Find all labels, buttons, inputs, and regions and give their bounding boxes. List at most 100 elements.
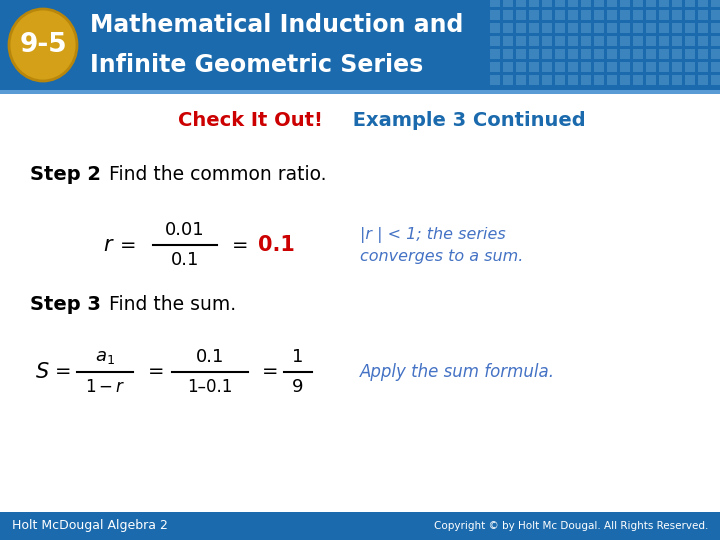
- Bar: [698, 62, 708, 72]
- Text: Example 3 Continued: Example 3 Continued: [346, 111, 585, 130]
- Bar: [672, 23, 682, 33]
- Bar: [633, 0, 643, 7]
- Bar: [542, 62, 552, 72]
- Bar: [659, 75, 669, 85]
- Bar: [685, 75, 695, 85]
- Bar: [555, 36, 565, 46]
- Bar: [685, 23, 695, 33]
- Bar: [607, 75, 617, 85]
- Bar: [0, 90, 720, 94]
- Bar: [594, 0, 604, 7]
- Bar: [581, 10, 591, 20]
- Bar: [685, 62, 695, 72]
- Bar: [516, 36, 526, 46]
- Text: Check It Out!: Check It Out!: [178, 111, 323, 130]
- Text: Find the common ratio.: Find the common ratio.: [103, 165, 326, 185]
- Text: 1: 1: [292, 348, 304, 366]
- Bar: [659, 49, 669, 59]
- Bar: [555, 49, 565, 59]
- Bar: [542, 49, 552, 59]
- Bar: [516, 0, 526, 7]
- Bar: [490, 0, 500, 7]
- Bar: [698, 49, 708, 59]
- Text: $a_1$: $a_1$: [95, 348, 115, 366]
- Text: 0.1: 0.1: [196, 348, 224, 366]
- Bar: [620, 10, 630, 20]
- Bar: [0, 90, 720, 512]
- Bar: [503, 75, 513, 85]
- Bar: [711, 75, 720, 85]
- Text: Apply the sum formula.: Apply the sum formula.: [360, 363, 555, 381]
- Text: 9-5: 9-5: [19, 32, 67, 58]
- Bar: [568, 62, 578, 72]
- Bar: [607, 10, 617, 20]
- Text: 0.01: 0.01: [165, 221, 204, 239]
- Bar: [542, 0, 552, 7]
- Bar: [607, 62, 617, 72]
- Bar: [594, 62, 604, 72]
- Text: Step 3: Step 3: [30, 295, 101, 314]
- Bar: [0, 0, 720, 90]
- Bar: [490, 62, 500, 72]
- Bar: [685, 10, 695, 20]
- Text: =: =: [232, 235, 248, 254]
- Bar: [711, 23, 720, 33]
- Text: Copyright © by Holt Mc Dougal. All Rights Reserved.: Copyright © by Holt Mc Dougal. All Right…: [433, 521, 708, 531]
- Bar: [594, 10, 604, 20]
- Bar: [542, 23, 552, 33]
- Bar: [581, 75, 591, 85]
- Bar: [542, 10, 552, 20]
- Bar: [490, 23, 500, 33]
- Bar: [516, 23, 526, 33]
- Bar: [711, 10, 720, 20]
- Text: 0.1: 0.1: [258, 235, 295, 255]
- Bar: [711, 62, 720, 72]
- Ellipse shape: [9, 9, 77, 81]
- Bar: [490, 49, 500, 59]
- Bar: [581, 36, 591, 46]
- Bar: [685, 49, 695, 59]
- Bar: [490, 10, 500, 20]
- Bar: [711, 49, 720, 59]
- Bar: [607, 0, 617, 7]
- Bar: [646, 0, 656, 7]
- Bar: [542, 36, 552, 46]
- Bar: [633, 10, 643, 20]
- Bar: [490, 75, 500, 85]
- Bar: [568, 75, 578, 85]
- Bar: [503, 10, 513, 20]
- Bar: [594, 75, 604, 85]
- Bar: [529, 10, 539, 20]
- Bar: [672, 36, 682, 46]
- Bar: [490, 36, 500, 46]
- Bar: [503, 36, 513, 46]
- Text: 0.1: 0.1: [171, 251, 199, 269]
- Bar: [529, 0, 539, 7]
- Text: converges to a sum.: converges to a sum.: [360, 249, 523, 265]
- Bar: [711, 36, 720, 46]
- Bar: [646, 62, 656, 72]
- Bar: [581, 62, 591, 72]
- Bar: [581, 49, 591, 59]
- Bar: [672, 62, 682, 72]
- Bar: [659, 62, 669, 72]
- Text: $r$: $r$: [104, 235, 115, 255]
- Bar: [503, 23, 513, 33]
- Bar: [659, 0, 669, 7]
- Bar: [659, 10, 669, 20]
- Bar: [672, 10, 682, 20]
- Text: =: =: [55, 362, 71, 381]
- Bar: [620, 36, 630, 46]
- Bar: [555, 75, 565, 85]
- Bar: [594, 23, 604, 33]
- Text: $S$: $S$: [35, 362, 50, 382]
- Bar: [633, 62, 643, 72]
- Bar: [555, 23, 565, 33]
- Bar: [529, 23, 539, 33]
- Text: =: =: [148, 362, 164, 381]
- Bar: [646, 36, 656, 46]
- Bar: [568, 0, 578, 7]
- Bar: [698, 23, 708, 33]
- Text: Holt McDougal Algebra 2: Holt McDougal Algebra 2: [12, 519, 168, 532]
- Text: Step 2: Step 2: [30, 165, 101, 185]
